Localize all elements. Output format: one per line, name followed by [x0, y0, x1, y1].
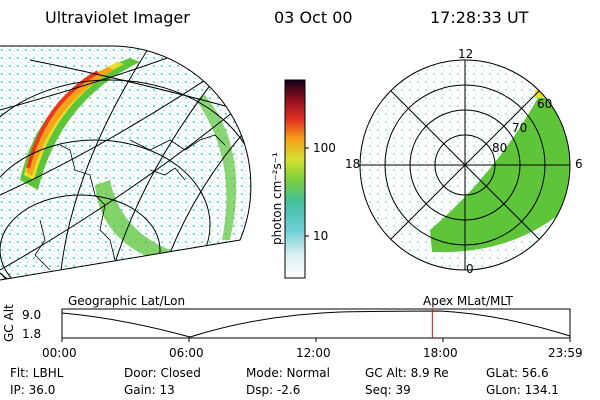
gc-alt-info: GC Alt: 8.9 Re: [365, 366, 449, 380]
altitude-xtick-0000: 00:00: [42, 346, 77, 360]
mlt-label-12: 12: [458, 47, 474, 61]
altitude-ylabel: GC Alt: [2, 304, 16, 342]
gain-info: Gain: 13: [124, 383, 175, 397]
glat-info: GLat: 56.6: [486, 366, 549, 380]
app-title: Ultraviolet Imager: [45, 8, 190, 27]
colorbar-tick-10: 10: [313, 229, 329, 243]
glon-info: GLon: 134.1: [486, 383, 559, 397]
altitude-plot: [61, 308, 571, 342]
door-info: Door: Closed: [124, 366, 201, 380]
mode-info: Mode: Normal: [246, 366, 330, 380]
lat-label-80: 80: [492, 141, 508, 155]
geographic-label: Geographic Lat/Lon: [68, 294, 186, 308]
lat-label-70: 70: [512, 121, 528, 135]
altitude-xtick-0600: 06:00: [169, 346, 204, 360]
mlt-label-0: 0: [466, 262, 474, 276]
auroral-oval: [430, 80, 570, 253]
geographic-map: [0, 46, 251, 280]
mlt-label-6: 6: [575, 157, 583, 171]
polar-plot: [359, 59, 571, 271]
colorbar-tick-100: 100: [313, 141, 336, 155]
colorbar-unit-label: photon cm⁻²s⁻¹: [270, 152, 284, 245]
lat-label-60: 60: [537, 97, 553, 111]
mlt-label-18: 18: [345, 157, 361, 171]
ip-info: IP: 36.0: [10, 383, 56, 397]
seq-info: Seq: 39: [365, 383, 411, 397]
apex-label: Apex MLat/MLT: [423, 294, 513, 308]
altitude-xtick-1800: 18:00: [423, 346, 458, 360]
altitude-ytick-high: 9.0: [22, 308, 42, 322]
time-label: 17:28:33 UT: [430, 8, 529, 27]
filter-info: Flt: LBHL: [10, 366, 64, 380]
date-label: 03 Oct 00: [274, 8, 353, 27]
colorbar: [284, 79, 306, 279]
dsp-info: Dsp: -2.6: [246, 383, 301, 397]
altitude-xtick-2359: 23:59: [548, 346, 583, 360]
altitude-ytick-low: 1.8: [22, 327, 42, 341]
altitude-xtick-1200: 12:00: [296, 346, 331, 360]
